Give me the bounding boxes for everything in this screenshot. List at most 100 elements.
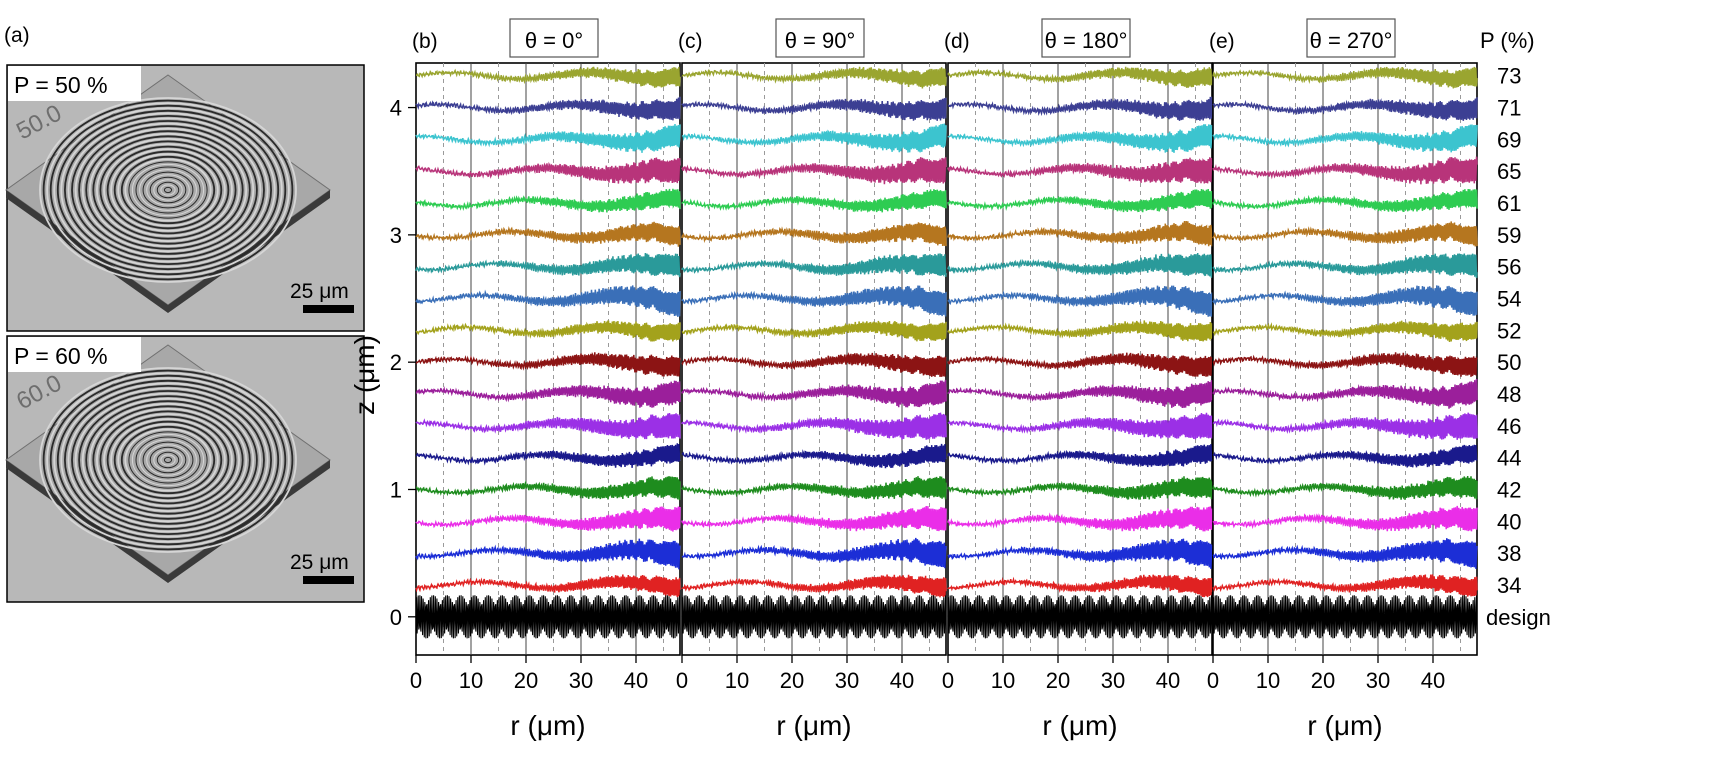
p-label-48: 48 bbox=[1497, 382, 1521, 407]
sem-image-2: P = 60 % 60.0 25 μm bbox=[5, 335, 365, 603]
p-label-61: 61 bbox=[1497, 191, 1521, 216]
x-tick-label: 0 bbox=[410, 668, 422, 693]
sem-image-1-scale-label: 25 μm bbox=[290, 280, 349, 303]
series-line-38 bbox=[947, 538, 1213, 569]
y-tick-label: 2 bbox=[390, 350, 402, 375]
x-axis-label: r (μm) bbox=[1307, 710, 1382, 741]
series-line-61 bbox=[1212, 188, 1478, 213]
x-tick-label: 40 bbox=[1421, 668, 1445, 693]
series-line-design bbox=[415, 595, 681, 639]
series-line-54 bbox=[1212, 285, 1478, 316]
panel-title-box bbox=[1041, 18, 1131, 58]
x-tick-label: 0 bbox=[676, 668, 688, 693]
series-line-38 bbox=[415, 538, 681, 570]
series-line-40 bbox=[1212, 505, 1478, 532]
series-line-73 bbox=[947, 66, 1213, 88]
series-line-54 bbox=[415, 285, 681, 317]
panel-letter: (b) bbox=[412, 30, 438, 53]
panel-title-box bbox=[509, 18, 599, 58]
series-line-71 bbox=[681, 97, 947, 121]
series-line-46 bbox=[1212, 412, 1478, 440]
series-line-40 bbox=[415, 506, 681, 532]
plot-panels: 0 10 20 30 40r (μm)(b) θ = 0°0 10 20 30 40r (μm)(… bbox=[390, 18, 1478, 741]
plot-panel-270: 0 10 20 30 40 r (μm) (e) θ = 270° bbox=[1207, 18, 1478, 741]
x-tick-label: 0 bbox=[942, 668, 954, 693]
series-line-50 bbox=[681, 352, 947, 377]
series-line-design bbox=[681, 595, 947, 639]
x-tick-label: 20 bbox=[1311, 668, 1335, 693]
series-line-38 bbox=[681, 537, 947, 569]
series-line-54 bbox=[947, 285, 1213, 317]
series-line-44 bbox=[947, 444, 1213, 468]
panel-letter: (d) bbox=[944, 30, 970, 53]
x-tick-label: 40 bbox=[890, 668, 914, 693]
x-tick-label: 30 bbox=[1101, 668, 1125, 693]
series-line-56 bbox=[415, 252, 681, 278]
series-line-48 bbox=[681, 379, 947, 408]
p-label-59: 59 bbox=[1497, 223, 1521, 248]
x-axis-label: r (μm) bbox=[776, 710, 851, 741]
panel-letter: (c) bbox=[678, 30, 703, 53]
series-line-65 bbox=[415, 157, 681, 184]
series-line-34 bbox=[1212, 574, 1478, 597]
series-line-71 bbox=[415, 96, 681, 121]
series-line-73 bbox=[1212, 66, 1478, 89]
panel-letter: (e) bbox=[1209, 30, 1235, 53]
y-tick-label: 4 bbox=[390, 96, 402, 121]
p-label-73: 73 bbox=[1497, 64, 1521, 89]
x-tick-label: 30 bbox=[835, 668, 859, 693]
x-axis-label: r (μm) bbox=[510, 710, 585, 741]
panel-title-box bbox=[775, 18, 865, 58]
series-line-52 bbox=[947, 320, 1213, 342]
series-line-52 bbox=[681, 320, 947, 342]
sem-image-2-label: P = 60 % bbox=[14, 343, 108, 369]
p-label-34: 34 bbox=[1497, 573, 1521, 598]
x-axis-label: r (μm) bbox=[1042, 710, 1117, 741]
p-label-46: 46 bbox=[1497, 414, 1521, 439]
series-line-73 bbox=[681, 66, 947, 89]
p-label-71: 71 bbox=[1497, 96, 1521, 121]
p-label-50: 50 bbox=[1497, 350, 1521, 375]
series-line-38 bbox=[1212, 538, 1478, 569]
sem-image-2-scale-bar bbox=[303, 576, 354, 584]
series-line-40 bbox=[681, 505, 947, 532]
p-label-54: 54 bbox=[1497, 287, 1521, 312]
panel-a: (a) P = 50 % 50.0 25 μm P = 60 % 60.0 25… bbox=[4, 24, 365, 603]
x-tick-label: 40 bbox=[624, 668, 648, 693]
series-line-56 bbox=[681, 253, 947, 277]
sem-image-2-label-bg bbox=[8, 337, 141, 372]
x-tick-label: 10 bbox=[725, 668, 749, 693]
p-label-44: 44 bbox=[1497, 446, 1521, 471]
panel-title: θ = 270° bbox=[1310, 28, 1393, 53]
series-line-34 bbox=[947, 574, 1213, 598]
series-line-59 bbox=[1212, 221, 1478, 247]
x-tick-label: 10 bbox=[459, 668, 483, 693]
series-line-52 bbox=[1212, 320, 1478, 343]
series-line-61 bbox=[415, 188, 681, 213]
x-tick-label: 20 bbox=[514, 668, 538, 693]
sem-image-1-lens bbox=[5, 74, 331, 313]
series-line-40 bbox=[947, 506, 1213, 532]
series-line-design bbox=[947, 595, 1213, 639]
p-labels: 73 71 69 65 61 59 56 54 52 50 48 46 44 42 40 38 34 design bbox=[1486, 64, 1551, 630]
p-label-56: 56 bbox=[1497, 255, 1521, 280]
series-line-56 bbox=[947, 252, 1213, 278]
plot-panel-180: 0 10 20 30 40 r (μm) (d) θ = 180° bbox=[942, 18, 1213, 741]
y-axis-label: z (μm) bbox=[349, 335, 380, 415]
series-line-46 bbox=[947, 412, 1213, 440]
series-line-65 bbox=[947, 157, 1213, 184]
series-line-73 bbox=[415, 66, 681, 88]
sem-image-2-scale-label: 25 μm bbox=[290, 551, 349, 574]
series-line-65 bbox=[681, 157, 947, 185]
series-line-44 bbox=[415, 443, 681, 468]
series-line-44 bbox=[681, 443, 947, 469]
series-line-69 bbox=[681, 123, 947, 153]
x-tick-label: 20 bbox=[1046, 668, 1070, 693]
x-tick-label: 0 bbox=[1207, 668, 1219, 693]
p-label-42: 42 bbox=[1497, 477, 1521, 502]
series-line-44 bbox=[1212, 444, 1478, 468]
x-tick-label: 40 bbox=[1156, 668, 1180, 693]
panel-a-letter: (a) bbox=[4, 24, 30, 47]
series-line-71 bbox=[1212, 97, 1478, 121]
